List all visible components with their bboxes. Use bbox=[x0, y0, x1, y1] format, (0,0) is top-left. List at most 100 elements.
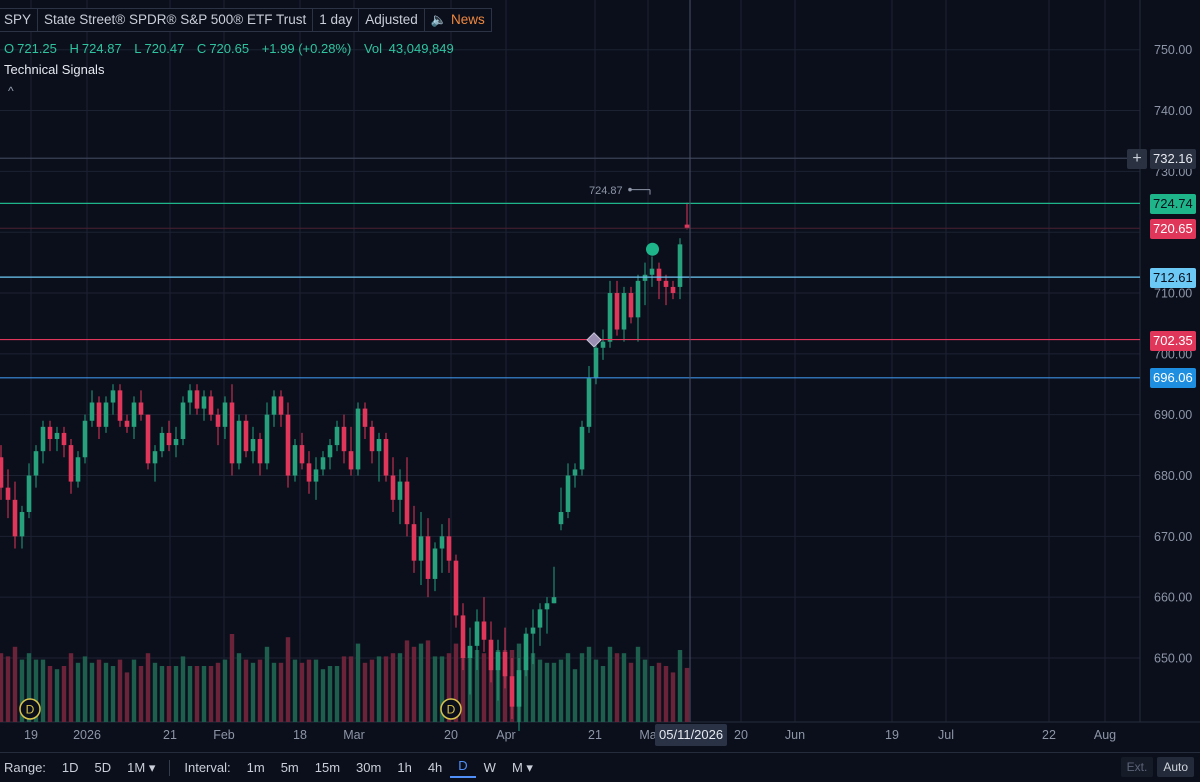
volume-bar bbox=[348, 656, 354, 722]
candle-body bbox=[376, 439, 382, 452]
symbol-label[interactable]: SPY bbox=[0, 8, 39, 32]
volume-bar bbox=[89, 662, 95, 722]
x-tick-label: 18 bbox=[293, 728, 307, 742]
candle-body bbox=[663, 280, 669, 287]
candle-body bbox=[558, 512, 564, 525]
candle-body bbox=[292, 445, 298, 476]
volume-bars bbox=[0, 634, 690, 722]
interval-5m[interactable]: 5m bbox=[280, 760, 299, 775]
x-tick-label: 22 bbox=[1042, 728, 1056, 742]
add-level-button[interactable]: + bbox=[1127, 149, 1147, 169]
candle-body bbox=[166, 432, 172, 446]
candle-body bbox=[75, 457, 81, 482]
volume-bar bbox=[656, 662, 662, 722]
y-tick-label: 740.00 bbox=[1154, 104, 1192, 118]
candle-body bbox=[26, 475, 32, 513]
y-tick-label: 690.00 bbox=[1154, 408, 1192, 422]
dividend-label: D bbox=[447, 703, 456, 717]
volume-bar bbox=[131, 659, 137, 722]
price-tag-702[interactable]: 702.35 bbox=[1150, 331, 1196, 351]
volume-bar bbox=[292, 659, 298, 722]
volume-bar bbox=[166, 666, 172, 722]
volume-bar bbox=[369, 659, 375, 722]
candle-body bbox=[677, 244, 683, 287]
volume-bar bbox=[47, 666, 53, 722]
candle-body bbox=[369, 426, 375, 452]
auto-scale-toggle[interactable]: Auto bbox=[1157, 757, 1194, 777]
interval-d[interactable]: D bbox=[450, 758, 476, 778]
candle-body bbox=[12, 499, 18, 537]
technical-signals-title[interactable]: Technical Signals bbox=[4, 62, 105, 77]
range-5d[interactable]: 5D bbox=[94, 760, 112, 775]
volume-bar bbox=[187, 666, 193, 722]
interval-4h[interactable]: 4h bbox=[427, 760, 443, 775]
candle-body bbox=[285, 414, 291, 476]
adjustment-button[interactable]: Adjusted bbox=[359, 8, 425, 32]
volume-bar bbox=[26, 653, 32, 722]
candle-body bbox=[173, 439, 179, 446]
candle-body bbox=[5, 487, 11, 500]
volume-bar bbox=[383, 656, 389, 722]
volume-bar bbox=[222, 659, 228, 722]
volume-bar bbox=[320, 669, 326, 722]
candle-body bbox=[404, 481, 410, 525]
range-1m-dropdown[interactable]: 1M ▾ bbox=[127, 759, 156, 775]
interval-w[interactable]: W bbox=[483, 760, 496, 775]
candle-body bbox=[131, 402, 137, 427]
volume-bar bbox=[390, 653, 396, 722]
price-tag-724[interactable]: 724.74 bbox=[1150, 194, 1196, 214]
candle-body bbox=[593, 347, 599, 379]
price-tag-712[interactable]: 712.61 bbox=[1150, 268, 1196, 288]
volume-bar bbox=[138, 666, 144, 722]
collapse-chevron-icon[interactable]: ^ bbox=[8, 84, 14, 98]
news-button[interactable]: 🔈 News bbox=[424, 8, 492, 32]
volume-bar bbox=[236, 653, 242, 722]
range-1d[interactable]: 1D bbox=[61, 760, 79, 775]
y-tick-label: 680.00 bbox=[1154, 469, 1192, 483]
interval-m-dropdown[interactable]: M ▾ bbox=[511, 759, 533, 775]
price-tag-696[interactable]: 696.06 bbox=[1150, 368, 1196, 388]
candle-body bbox=[439, 536, 445, 549]
price-level-lines bbox=[0, 157, 1140, 379]
volume-bar bbox=[229, 634, 235, 722]
candle-body bbox=[537, 609, 543, 628]
interval-button[interactable]: 1 day bbox=[313, 8, 360, 32]
candle-body bbox=[495, 651, 501, 671]
candle-body bbox=[19, 512, 25, 537]
interval-15m[interactable]: 15m bbox=[314, 760, 341, 775]
volume-bar bbox=[173, 666, 179, 722]
interval-1h[interactable]: 1h bbox=[397, 760, 412, 775]
candle-body bbox=[320, 457, 326, 470]
interval-30m[interactable]: 30m bbox=[356, 760, 382, 775]
interval-1m[interactable]: 1m bbox=[246, 760, 265, 775]
price-tag-720[interactable]: 720.65 bbox=[1150, 219, 1196, 239]
volume-bar bbox=[600, 666, 606, 722]
volume-bar bbox=[530, 653, 536, 722]
candle-body bbox=[544, 603, 550, 610]
volume-bar bbox=[271, 662, 277, 722]
high-note-label: 724.87 bbox=[589, 185, 623, 197]
volume-bar bbox=[75, 662, 81, 722]
volume-bar bbox=[68, 653, 74, 722]
x-tick-label: Ma bbox=[639, 728, 656, 742]
chart-grid bbox=[0, 0, 1200, 723]
candle-body bbox=[586, 378, 592, 427]
volume-bar bbox=[180, 656, 186, 722]
volume-bar bbox=[341, 656, 347, 722]
x-tick-label: Mar bbox=[343, 728, 365, 742]
candle-body bbox=[565, 475, 571, 513]
candle-body bbox=[628, 293, 634, 318]
volume-bar bbox=[404, 640, 410, 722]
price-tag-732[interactable]: 732.16 bbox=[1150, 149, 1196, 169]
volume-bar bbox=[593, 659, 599, 722]
chart-header: SPY State Street® SPDR® S&P 500® ETF Tru… bbox=[0, 8, 492, 32]
extended-hours-toggle[interactable]: Ext. bbox=[1120, 757, 1154, 777]
candle-body bbox=[600, 341, 606, 348]
signal-dot bbox=[646, 242, 659, 256]
y-tick-label: 660.00 bbox=[1154, 591, 1192, 605]
volume-bar bbox=[649, 666, 655, 722]
candle-body bbox=[481, 621, 487, 640]
signal-diamond bbox=[586, 332, 602, 348]
volume-bar bbox=[460, 646, 466, 722]
